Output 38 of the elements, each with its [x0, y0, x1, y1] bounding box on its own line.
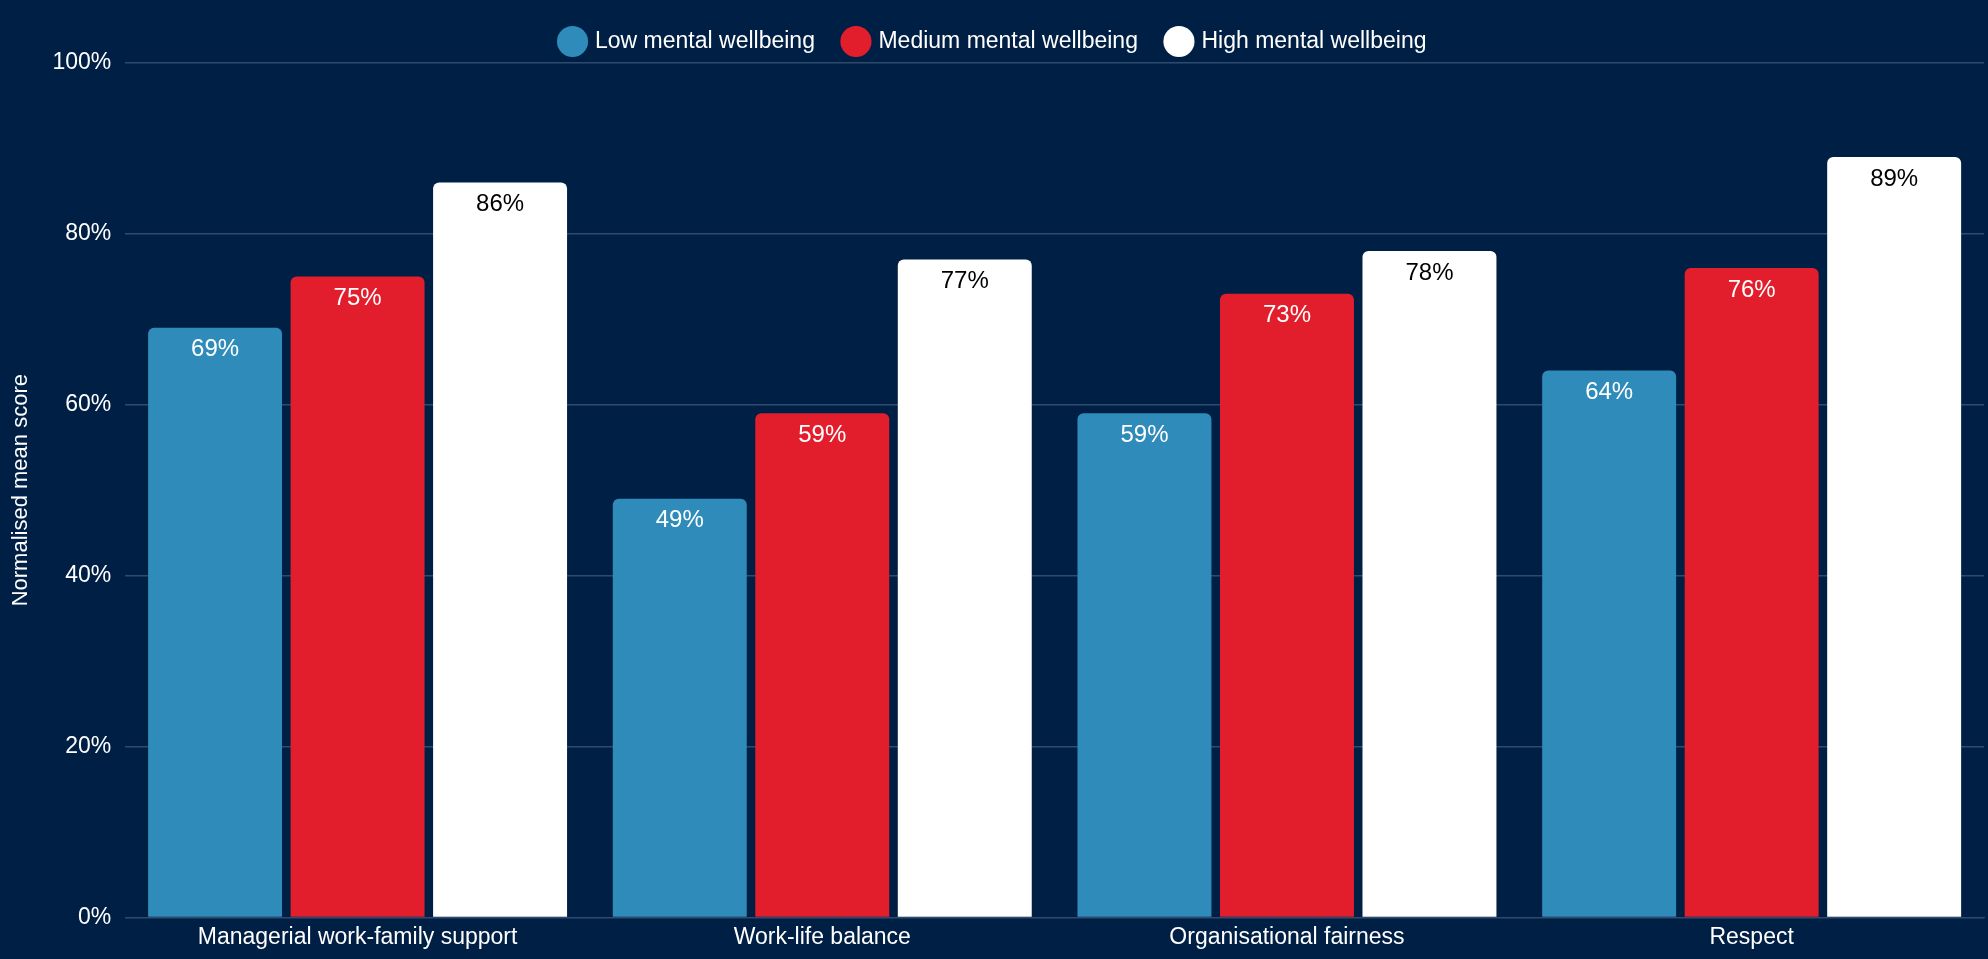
y-tick-label: 40%	[65, 560, 112, 587]
bar	[1684, 268, 1819, 917]
data-label: 69%	[191, 334, 240, 362]
data-label: 89%	[1870, 163, 1919, 191]
data-label: 73%	[1262, 300, 1311, 328]
legend-label: High mental wellbeing	[1201, 26, 1427, 53]
legend-label: Low mental wellbeing	[595, 26, 815, 53]
data-label: 76%	[1727, 274, 1776, 302]
y-tick-label: 80%	[65, 219, 112, 246]
data-label: 77%	[940, 266, 989, 294]
data-label: 49%	[655, 505, 704, 533]
bar	[1542, 370, 1677, 917]
bar	[148, 327, 283, 917]
y-tick-label: 60%	[65, 390, 112, 417]
x-tick-label: Managerial work-family support	[197, 922, 518, 949]
bar	[755, 413, 890, 917]
bar	[290, 276, 425, 917]
data-label: 59%	[1120, 419, 1169, 447]
data-label: 86%	[476, 189, 525, 217]
bar	[1219, 293, 1354, 917]
y-tick-label: 20%	[65, 731, 112, 758]
data-label: 64%	[1585, 377, 1634, 405]
y-tick-label: 100%	[52, 48, 112, 75]
x-tick-label: Respect	[1709, 922, 1795, 949]
data-label: 78%	[1405, 257, 1454, 285]
x-tick-label: Work-life balance	[733, 922, 911, 949]
bar	[433, 182, 568, 917]
bar	[612, 498, 747, 917]
y-tick-label: 0%	[77, 902, 112, 929]
bar	[1827, 156, 1962, 917]
data-label: 75%	[333, 283, 382, 311]
y-axis-title: Normalised mean score	[7, 374, 33, 607]
legend-label: Medium mental wellbeing	[878, 26, 1138, 53]
bar	[1077, 413, 1212, 917]
data-label: 59%	[798, 419, 847, 447]
x-tick-label: Organisational fairness	[1169, 922, 1405, 949]
bar	[1362, 250, 1497, 917]
bar	[897, 259, 1032, 917]
